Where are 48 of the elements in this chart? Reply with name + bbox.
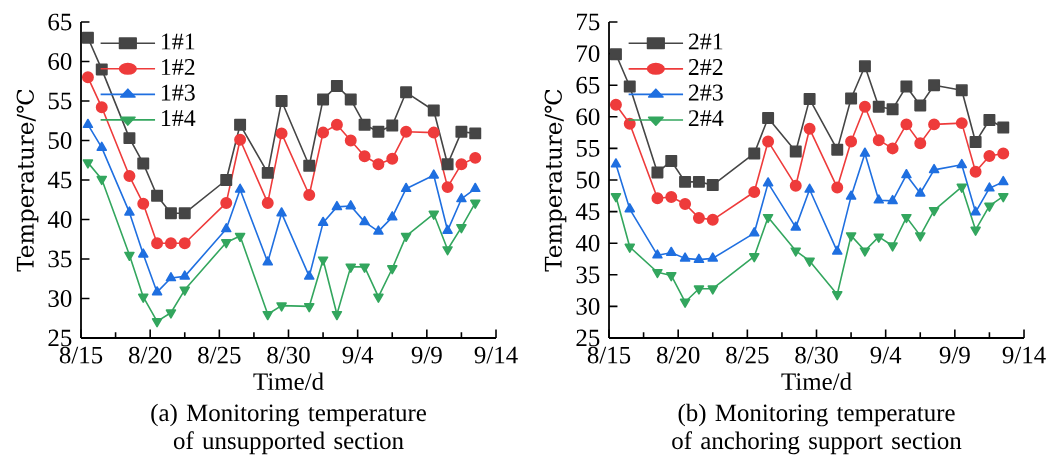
x-tick-label: 9/14 xyxy=(474,346,518,364)
x-tick-label: 8/15 xyxy=(59,346,103,364)
x-tick-label: 9/14 xyxy=(1002,346,1046,364)
y-tick-label: 65 xyxy=(576,76,600,94)
y-tick-label: 40 xyxy=(47,211,72,228)
text: (b) Monitoring temperature of anchoring support section xyxy=(672,403,962,455)
y-tick-label: 50 xyxy=(576,171,600,189)
x-tick-label: 8/20 xyxy=(656,346,700,364)
legend-label: 2#4 xyxy=(688,110,724,126)
y-tick-label: 75 xyxy=(577,13,600,31)
y-tick-label: 30 xyxy=(48,290,72,307)
y-tick-label: 55 xyxy=(576,140,600,157)
y-tick-label: 25 xyxy=(48,329,72,347)
y-tick-label: 30 xyxy=(576,298,600,315)
legend-label: 1#4 xyxy=(161,110,196,126)
y-tick-label: 50 xyxy=(48,132,72,149)
x-tick-label: 8/30 xyxy=(267,346,310,364)
y-tick-label: 60 xyxy=(48,53,72,70)
y-tick-label: 65 xyxy=(48,13,72,31)
legend-label: 2#1 xyxy=(688,33,723,50)
x-tick-label: 9/9 xyxy=(411,346,442,364)
x-tick-label: 8/25 xyxy=(726,346,769,364)
x-tick-label: 9/4 xyxy=(342,346,374,364)
legend-label: 1#1 xyxy=(161,33,195,50)
y-tick-label: 55 xyxy=(48,92,72,110)
text: (a) Monitoring temperature of unsupported section xyxy=(151,403,426,455)
x-tick-label: 9/9 xyxy=(939,346,970,364)
y-tick-label: 60 xyxy=(576,108,600,126)
y-tick-label: 45 xyxy=(575,203,600,220)
legend-label: 2#3 xyxy=(688,84,723,101)
legend-label: 1#3 xyxy=(161,84,195,101)
x-tick-label: 9/4 xyxy=(870,346,902,364)
y-tick-label: 45 xyxy=(47,171,72,189)
y-tick-label: 70 xyxy=(577,45,600,63)
x-tick-label: 8/20 xyxy=(128,346,172,364)
x-axis-title: Time/d xyxy=(253,372,324,391)
y-tick-label: 35 xyxy=(576,266,600,284)
y-tick-label: 25 xyxy=(576,329,600,347)
legend-label: 1#2 xyxy=(161,59,195,75)
x-tick-label: 8/15 xyxy=(587,346,631,364)
x-tick-label: 8/25 xyxy=(198,346,241,364)
x-tick-label: 8/30 xyxy=(795,346,838,364)
y-axis-title: Temperature/℃ xyxy=(16,89,39,272)
y-tick-label: 35 xyxy=(48,250,72,268)
legend-label: 2#2 xyxy=(688,59,723,75)
y-tick-label: 40 xyxy=(575,234,600,252)
x-axis-title: Time/d xyxy=(781,372,852,391)
y-axis-title: Temperature/℃ xyxy=(544,89,567,272)
